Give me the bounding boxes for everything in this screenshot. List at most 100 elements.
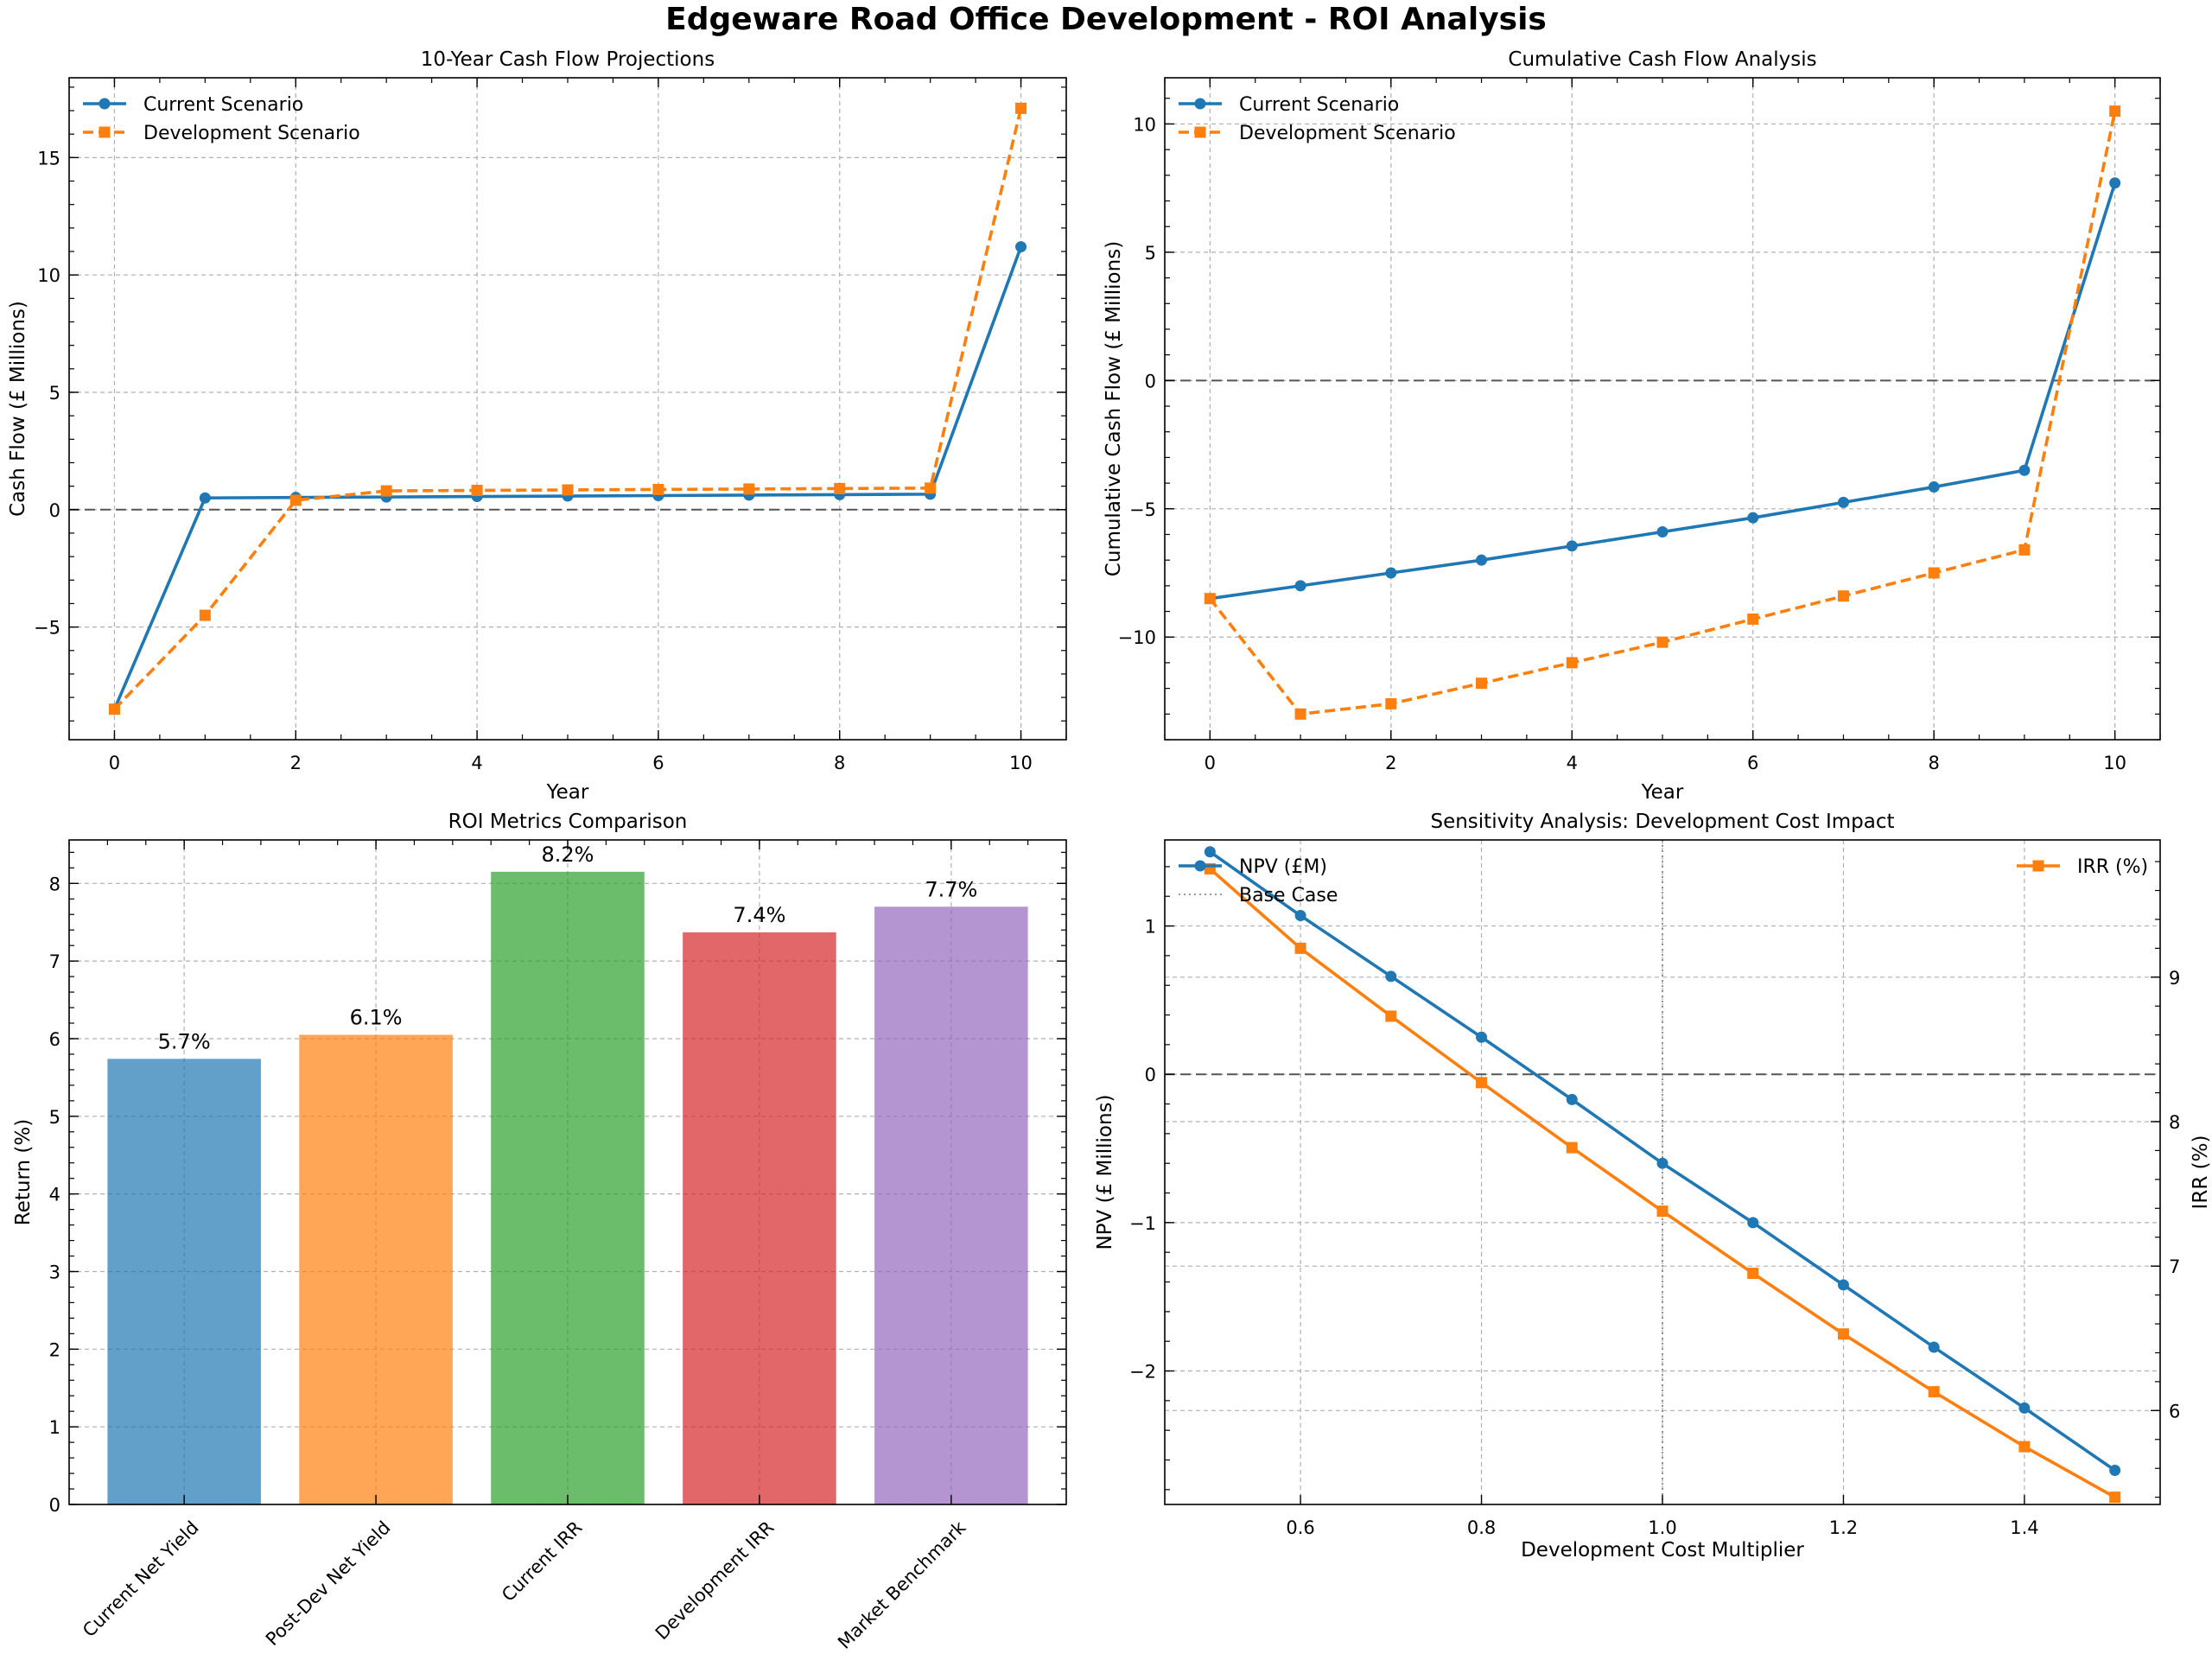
cashflow-legend-1-label: Development Scenario [143, 123, 360, 144]
cumulative-series-0-point [1294, 580, 1306, 592]
cashflow-legend-1-marker [99, 126, 111, 138]
roi-ytick-label: 2 [49, 1339, 60, 1360]
sensitivity-series-1-point [1837, 1328, 1849, 1340]
sensitivity-xtick-label: 0.6 [1286, 1517, 1314, 1538]
cumulative-ytick-label: −5 [1129, 499, 1156, 520]
cashflow-xtick-label: 4 [471, 753, 482, 773]
roi-ytick-label: 7 [49, 951, 60, 972]
sensitivity-series-1-point [1294, 942, 1306, 954]
roi-title: ROI Metrics Comparison [448, 811, 688, 833]
roi-xtick-label: Development IRR [652, 1517, 779, 1644]
sensitivity-series-0-point [1837, 1279, 1849, 1291]
cumulative-series-0-point [2018, 464, 2031, 476]
cumulative-ytick-label: 0 [1145, 371, 1156, 391]
cumulative-series-1-point [1294, 708, 1306, 720]
cumulative-legend-0-label: Current Scenario [1239, 94, 1399, 116]
sensitivity-series-0-point [2109, 1465, 2121, 1477]
sensitivity-ytick-right-label: 6 [2169, 1401, 2180, 1421]
cashflow-series-1-point [289, 494, 302, 506]
roi-xtick-label: Market Benchmark [834, 1517, 970, 1653]
sensitivity-series-1-point [1385, 1010, 1397, 1022]
sensitivity-xtick-label: 1.0 [1648, 1517, 1676, 1538]
cumulative-ylabel: Cumulative Cash Flow (£ Millions) [1103, 241, 1125, 576]
sensitivity-title: Sensitivity Analysis: Development Cost I… [1430, 811, 1894, 833]
cashflow-series-1-point [562, 484, 574, 496]
cashflow-xlabel: Year [546, 781, 589, 804]
cumulative-ytick-label: −10 [1118, 627, 1156, 648]
sensitivity-series-1-point [1656, 1205, 1669, 1218]
sensitivity-ytick-label: 0 [1145, 1065, 1156, 1085]
cashflow-axes-frame [68, 77, 1067, 741]
cashflow-series-1-point [834, 482, 846, 494]
roi-bar [874, 906, 1028, 1504]
cumulative-xtick-label: 8 [1928, 753, 1939, 773]
cumulative-series-1-point [2109, 105, 2121, 118]
cashflow-xtick-label: 2 [290, 753, 302, 773]
roi-ytick-label: 3 [49, 1262, 60, 1282]
cumulative-legend-1-marker [1194, 126, 1206, 138]
sensitivity-legend-0-marker [1194, 860, 1206, 872]
roi-xtick-label: Current Net Yield [79, 1517, 203, 1642]
roi-bar-label: 7.4% [733, 903, 785, 927]
sensitivity-series-0-point [1294, 910, 1306, 922]
sensitivity-series-0-point [1928, 1341, 1940, 1353]
sensitivity-series-0-point [1476, 1031, 1488, 1043]
cumulative-series-1-point [1566, 657, 1578, 669]
cumulative-series-0-point [1747, 512, 1759, 524]
cumulative-xtick-label: 6 [1747, 753, 1758, 773]
cashflow-series-1-point [471, 485, 483, 497]
cashflow-series-0-point [199, 492, 211, 504]
cumulative-series-0-point [1656, 526, 1669, 538]
sensitivity-series-0-point [2018, 1402, 2031, 1414]
roi-xtick-label: Current IRR [498, 1517, 586, 1606]
cumulative-series-0-point [1476, 554, 1488, 566]
cumulative-xtick-label: 0 [1205, 753, 1216, 773]
roi-bar-label: 5.7% [158, 1029, 211, 1053]
cumulative-series-0-point [1837, 496, 1849, 508]
sensitivity-series-0-point [1204, 846, 1216, 858]
cumulative-ytick-label: 10 [1133, 114, 1156, 135]
roi-bar [107, 1059, 261, 1504]
cashflow-ytick-label: 10 [37, 265, 60, 286]
cumulative-series-0-point [1566, 540, 1578, 552]
cashflow-xtick-label: 0 [109, 753, 120, 773]
cumulative-series-1-point [1656, 636, 1669, 648]
roi-bar [491, 871, 645, 1504]
cashflow-xtick-label: 6 [652, 753, 664, 773]
sensitivity-legend-1-marker [2032, 860, 2044, 872]
sensitivity-series-0-point [1656, 1157, 1669, 1169]
sensitivity-series-0-point [1385, 970, 1397, 983]
roi-xtick-label: Post-Dev Net Yield [262, 1517, 395, 1650]
cumulative-series-1-line [1208, 111, 2117, 716]
cashflow-series-1-point [199, 609, 211, 621]
sensitivity-ytick-right-label: 9 [2169, 968, 2180, 989]
cumulative-legend-1-label: Development Scenario [1239, 123, 1456, 144]
sensitivity-ytick-label: −2 [1129, 1362, 1156, 1383]
cashflow-legend-0-label: Current Scenario [143, 94, 303, 116]
sensitivity-ytick-label: 1 [1145, 917, 1156, 938]
roi-bar-label: 7.7% [925, 877, 977, 901]
cumulative-ytick-label: 5 [1145, 243, 1156, 264]
sensitivity-series-1-point [1747, 1268, 1759, 1280]
roi-ylabel: Return (%) [12, 1119, 35, 1225]
cashflow-title: 10-Year Cash Flow Projections [421, 48, 715, 71]
cumulative-xtick-label: 2 [1385, 753, 1396, 773]
cashflow-xtick-label: 10 [1009, 753, 1033, 773]
cashflow-series-1-point [925, 482, 937, 494]
cumulative-xtick-label: 4 [1567, 753, 1578, 773]
cumulative-series-1-point [1476, 677, 1488, 690]
roi-ytick-label: 0 [49, 1495, 60, 1516]
cashflow-series-0-line [112, 245, 1023, 710]
sensitivity-xlabel: Development Cost Multiplier [1521, 1539, 1804, 1561]
cashflow-series-1-point [652, 483, 664, 495]
cumulative-series-1-point [1204, 593, 1216, 605]
sensitivity-series-1-point [1476, 1077, 1488, 1089]
sensitivity-ytick-right-label: 8 [2169, 1112, 2180, 1133]
cashflow-ytick-label: 5 [49, 383, 60, 404]
sensitivity-xtick-label: 0.8 [1467, 1517, 1496, 1538]
cashflow-ytick-label: −5 [34, 618, 60, 639]
roi-bar-label: 6.1% [350, 1005, 403, 1029]
sensitivity-legend-ref-label: Base Case [1239, 885, 1338, 906]
cashflow-series-1-point [743, 483, 755, 495]
cashflow-series-1-line [113, 107, 1023, 710]
